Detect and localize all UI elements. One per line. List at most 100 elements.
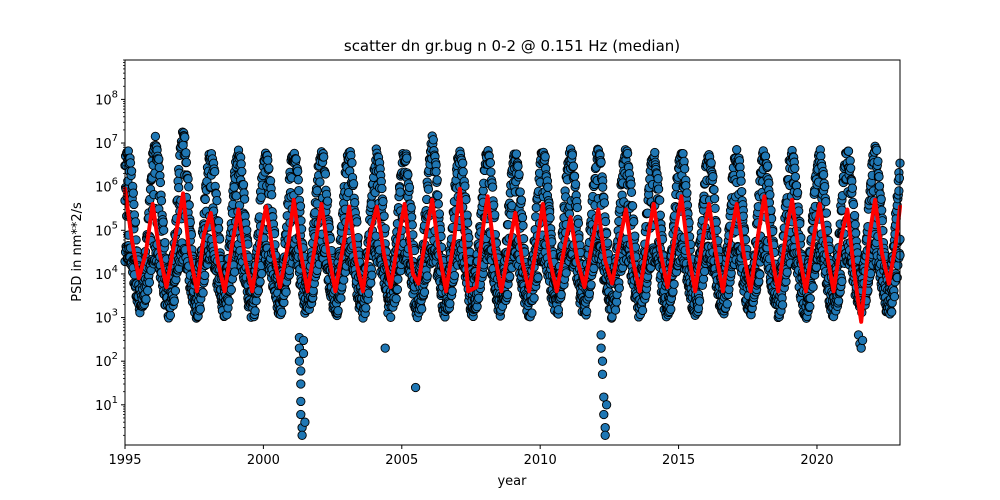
scatter-point (821, 196, 831, 207)
scatter-point (428, 135, 438, 145)
scatter-point (195, 304, 205, 314)
scatter-point (406, 203, 416, 213)
scatter-point (837, 276, 847, 287)
scatter-point (125, 158, 136, 168)
scatter-point (736, 176, 746, 186)
scatter-point (894, 186, 904, 196)
scatter-point (755, 269, 765, 280)
scatter-point (141, 294, 151, 304)
scatter-point (433, 190, 443, 201)
scatter-point (423, 184, 434, 194)
scatter-point (737, 186, 747, 197)
scatter-point (765, 190, 775, 200)
scatter-point (143, 285, 153, 296)
scatter-point (599, 198, 610, 208)
scatter-point (505, 271, 515, 282)
scatter-point (371, 231, 381, 241)
scatter-point (706, 158, 716, 168)
y-axis-label: PSD in nm**2/s (70, 202, 85, 302)
x-tick-label: 2000 (247, 453, 280, 468)
scatter-outlier-point (298, 348, 309, 359)
scatter-point (449, 270, 460, 281)
scatter-point (847, 183, 858, 193)
scatter-point (320, 169, 331, 179)
scatter-point (485, 158, 496, 168)
scatter-point (319, 152, 329, 162)
scatter-point (267, 190, 277, 200)
scatter-point (422, 271, 432, 281)
scatter-point (709, 193, 720, 204)
scatter-point (732, 145, 742, 155)
scatter-point (198, 288, 208, 298)
scatter-point (668, 287, 678, 297)
scatter-point (291, 154, 301, 164)
scatter-point (366, 199, 376, 209)
scatter-point (682, 188, 692, 198)
scatter-point (178, 140, 188, 150)
scatter-point (626, 179, 636, 189)
scatter-point (637, 305, 648, 316)
scatter-point (514, 169, 524, 180)
scatter-point (126, 166, 137, 176)
scatter-point (169, 296, 179, 306)
scatter-point (502, 289, 513, 300)
scatter-point (226, 285, 236, 295)
scatter-point (529, 293, 539, 303)
scatter-point (596, 157, 606, 167)
scatter-point (760, 151, 771, 161)
scatter-outlier-point (599, 409, 609, 420)
scatter-point (790, 163, 800, 173)
scatter-point (144, 277, 155, 288)
scatter-point (434, 209, 445, 219)
scatter-point (474, 293, 484, 303)
scatter-point (887, 307, 897, 317)
scatter-point (404, 182, 415, 193)
scatter-point (517, 212, 528, 223)
scatter-point (348, 179, 359, 189)
scatter-point (231, 191, 241, 201)
scatter-point (876, 194, 886, 204)
scatter-point (393, 274, 403, 284)
scatter-outlier-point (410, 382, 421, 393)
chart-title: scatter dn gr.bug n 0-2 @ 0.151 Hz (medi… (344, 37, 680, 55)
scatter-point (792, 188, 803, 198)
scatter-point (447, 286, 457, 296)
scatter-point (391, 294, 401, 304)
scatter-point (154, 154, 164, 164)
scatter-point (626, 187, 637, 197)
scatter-point (561, 268, 571, 278)
x-tick-label: 2020 (800, 453, 833, 468)
scatter-point (543, 182, 553, 192)
scatter-point (250, 306, 260, 316)
scatter-point (265, 176, 276, 186)
scatter-point (293, 175, 303, 185)
scatter-point (432, 175, 442, 185)
scatter-point (237, 166, 247, 177)
scatter-point (699, 266, 710, 277)
scatter-outlier-point (856, 343, 866, 353)
scatter-point (790, 172, 801, 182)
scatter-point (363, 288, 374, 298)
scatter-point (150, 131, 161, 142)
scatter-point (680, 164, 690, 174)
scatter-point (629, 216, 639, 227)
scatter-point (653, 184, 664, 194)
scatter-point (181, 148, 191, 158)
scatter-point (352, 217, 362, 227)
scatter-point (545, 213, 555, 223)
scatter-point (573, 218, 584, 228)
scatter-point (572, 202, 582, 213)
x-axis-label: year (497, 474, 527, 489)
scatter-point (160, 238, 170, 248)
scatter-point (212, 195, 222, 206)
scatter-point (361, 303, 371, 313)
scatter-point (403, 170, 413, 180)
scatter-point (540, 152, 550, 162)
scatter-point (894, 173, 905, 183)
scatter-point (698, 274, 709, 284)
scatter-point (238, 180, 249, 190)
scatter-point (336, 293, 346, 303)
scatter-point (402, 153, 412, 163)
scatter-point (458, 167, 468, 177)
scatter-point (777, 300, 788, 310)
